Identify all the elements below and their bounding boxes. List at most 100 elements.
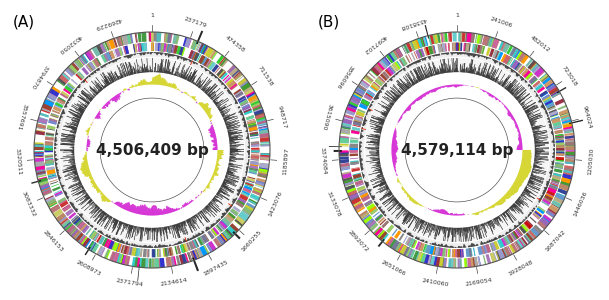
Wedge shape bbox=[376, 94, 379, 96]
Wedge shape bbox=[233, 97, 234, 98]
Wedge shape bbox=[431, 246, 435, 255]
Wedge shape bbox=[444, 245, 445, 247]
Wedge shape bbox=[208, 203, 210, 205]
Wedge shape bbox=[172, 208, 174, 212]
Wedge shape bbox=[518, 135, 521, 136]
Wedge shape bbox=[168, 226, 171, 234]
Wedge shape bbox=[465, 245, 466, 247]
Wedge shape bbox=[233, 88, 241, 95]
Wedge shape bbox=[181, 92, 183, 93]
Wedge shape bbox=[401, 91, 404, 94]
Wedge shape bbox=[366, 185, 369, 187]
Wedge shape bbox=[63, 156, 74, 157]
Wedge shape bbox=[88, 63, 93, 71]
Wedge shape bbox=[91, 204, 96, 209]
Wedge shape bbox=[76, 126, 78, 127]
Wedge shape bbox=[518, 137, 521, 138]
Wedge shape bbox=[201, 78, 210, 90]
Wedge shape bbox=[158, 208, 160, 215]
Wedge shape bbox=[206, 111, 210, 114]
Wedge shape bbox=[238, 107, 241, 109]
Wedge shape bbox=[396, 201, 399, 204]
Wedge shape bbox=[361, 130, 364, 131]
Wedge shape bbox=[534, 138, 536, 139]
Wedge shape bbox=[205, 108, 211, 112]
Text: 1687042: 1687042 bbox=[545, 229, 567, 253]
Wedge shape bbox=[166, 59, 169, 74]
Wedge shape bbox=[404, 190, 406, 192]
Wedge shape bbox=[233, 98, 235, 100]
Wedge shape bbox=[229, 160, 236, 162]
Wedge shape bbox=[408, 195, 410, 197]
Wedge shape bbox=[74, 192, 86, 200]
Wedge shape bbox=[527, 216, 529, 217]
Wedge shape bbox=[447, 71, 448, 73]
Wedge shape bbox=[62, 134, 76, 137]
Wedge shape bbox=[560, 182, 570, 188]
Wedge shape bbox=[533, 131, 547, 135]
Wedge shape bbox=[82, 197, 90, 203]
Wedge shape bbox=[385, 82, 387, 84]
Wedge shape bbox=[491, 243, 495, 251]
Wedge shape bbox=[96, 77, 105, 88]
Wedge shape bbox=[488, 207, 490, 209]
Wedge shape bbox=[529, 230, 537, 239]
Wedge shape bbox=[404, 212, 410, 219]
Wedge shape bbox=[73, 130, 77, 131]
Wedge shape bbox=[200, 194, 201, 195]
Wedge shape bbox=[498, 82, 499, 84]
Wedge shape bbox=[395, 224, 396, 226]
Wedge shape bbox=[479, 34, 484, 44]
Wedge shape bbox=[94, 80, 103, 90]
Wedge shape bbox=[540, 218, 549, 226]
Wedge shape bbox=[404, 44, 409, 53]
Wedge shape bbox=[82, 188, 84, 189]
Wedge shape bbox=[393, 138, 396, 139]
Wedge shape bbox=[429, 90, 431, 92]
Wedge shape bbox=[502, 197, 505, 201]
Wedge shape bbox=[123, 204, 126, 209]
Wedge shape bbox=[124, 243, 125, 244]
Wedge shape bbox=[405, 237, 411, 245]
Wedge shape bbox=[518, 144, 523, 145]
Wedge shape bbox=[62, 110, 65, 112]
Wedge shape bbox=[399, 58, 406, 67]
Wedge shape bbox=[124, 256, 128, 265]
Wedge shape bbox=[409, 105, 411, 106]
Wedge shape bbox=[512, 70, 514, 73]
Wedge shape bbox=[127, 73, 128, 76]
Wedge shape bbox=[504, 235, 505, 236]
Wedge shape bbox=[190, 70, 197, 83]
Wedge shape bbox=[391, 197, 395, 200]
Wedge shape bbox=[387, 81, 389, 82]
Wedge shape bbox=[530, 116, 543, 122]
Wedge shape bbox=[80, 111, 83, 114]
Wedge shape bbox=[547, 186, 548, 187]
Wedge shape bbox=[481, 89, 482, 90]
Wedge shape bbox=[115, 202, 118, 205]
Wedge shape bbox=[121, 36, 124, 45]
Wedge shape bbox=[229, 136, 231, 137]
Wedge shape bbox=[379, 139, 380, 140]
Wedge shape bbox=[198, 213, 202, 218]
Wedge shape bbox=[243, 85, 253, 94]
Wedge shape bbox=[376, 118, 385, 122]
Wedge shape bbox=[76, 73, 229, 227]
Wedge shape bbox=[426, 245, 432, 254]
Wedge shape bbox=[500, 235, 501, 238]
Wedge shape bbox=[519, 222, 521, 224]
Wedge shape bbox=[250, 166, 258, 168]
Wedge shape bbox=[418, 60, 420, 62]
Wedge shape bbox=[511, 60, 519, 69]
Wedge shape bbox=[222, 184, 227, 187]
Wedge shape bbox=[378, 170, 382, 171]
Text: 3615090: 3615090 bbox=[321, 103, 333, 131]
Wedge shape bbox=[57, 76, 67, 85]
Wedge shape bbox=[473, 68, 475, 74]
Wedge shape bbox=[495, 218, 499, 224]
Wedge shape bbox=[364, 181, 365, 182]
Wedge shape bbox=[531, 125, 533, 126]
Wedge shape bbox=[565, 144, 575, 146]
Wedge shape bbox=[523, 153, 532, 154]
Wedge shape bbox=[392, 154, 396, 155]
